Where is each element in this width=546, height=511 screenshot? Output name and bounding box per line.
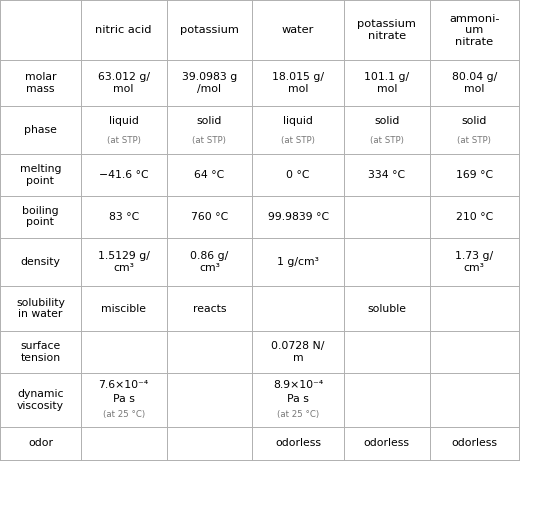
Text: 7.6×10⁻⁴: 7.6×10⁻⁴ (98, 380, 149, 390)
Text: nitric acid: nitric acid (96, 25, 152, 35)
Text: 18.015 g/
mol: 18.015 g/ mol (272, 73, 324, 94)
Text: ammoni-
um
nitrate: ammoni- um nitrate (449, 14, 500, 47)
Text: 99.9839 °C: 99.9839 °C (268, 212, 329, 222)
Text: odorless: odorless (364, 438, 410, 448)
Text: 83 °C: 83 °C (109, 212, 139, 222)
Text: (at 25 °C): (at 25 °C) (277, 410, 319, 419)
Text: surface
tension: surface tension (20, 341, 61, 363)
Text: liquid: liquid (283, 117, 313, 127)
Text: 64 °C: 64 °C (194, 170, 224, 180)
Text: liquid: liquid (109, 117, 139, 127)
Text: potassium: potassium (180, 25, 239, 35)
Text: (at STP): (at STP) (281, 136, 315, 145)
Text: 80.04 g/
mol: 80.04 g/ mol (452, 73, 497, 94)
Text: reacts: reacts (193, 304, 226, 314)
Text: phase: phase (24, 125, 57, 135)
Text: 1.5129 g/
cm³: 1.5129 g/ cm³ (98, 251, 150, 273)
Text: 0.0728 N/
m: 0.0728 N/ m (271, 341, 325, 363)
Text: odor: odor (28, 438, 53, 448)
Text: 0 °C: 0 °C (286, 170, 310, 180)
Text: odorless: odorless (275, 438, 321, 448)
Text: (at 25 °C): (at 25 °C) (103, 410, 145, 419)
Text: potassium
nitrate: potassium nitrate (358, 19, 416, 41)
Text: dynamic
viscosity: dynamic viscosity (17, 389, 64, 411)
Text: (at STP): (at STP) (370, 136, 404, 145)
Text: miscible: miscible (101, 304, 146, 314)
Text: solid: solid (197, 117, 222, 127)
Text: 169 °C: 169 °C (456, 170, 492, 180)
Text: density: density (20, 257, 61, 267)
Text: 760 °C: 760 °C (191, 212, 228, 222)
Text: 8.9×10⁻⁴: 8.9×10⁻⁴ (273, 380, 323, 390)
Text: (at STP): (at STP) (106, 136, 141, 145)
Text: 1.73 g/
cm³: 1.73 g/ cm³ (455, 251, 493, 273)
Text: 1 g/cm³: 1 g/cm³ (277, 257, 319, 267)
Text: molar
mass: molar mass (25, 73, 56, 94)
Text: 101.1 g/
mol: 101.1 g/ mol (364, 73, 410, 94)
Text: boiling
point: boiling point (22, 206, 59, 227)
Text: 39.0983 g
/mol: 39.0983 g /mol (182, 73, 237, 94)
Text: Pa s: Pa s (112, 394, 135, 404)
Text: 210 °C: 210 °C (455, 212, 493, 222)
Text: 0.86 g/
cm³: 0.86 g/ cm³ (190, 251, 229, 273)
Text: solid: solid (461, 117, 487, 127)
Text: melting
point: melting point (20, 164, 61, 185)
Text: solid: solid (374, 117, 400, 127)
Text: −41.6 °C: −41.6 °C (99, 170, 149, 180)
Text: odorless: odorless (451, 438, 497, 448)
Text: soluble: soluble (367, 304, 406, 314)
Text: Pa s: Pa s (287, 394, 309, 404)
Text: water: water (282, 25, 314, 35)
Text: (at STP): (at STP) (192, 136, 227, 145)
Text: 63.012 g/
mol: 63.012 g/ mol (98, 73, 150, 94)
Text: solubility
in water: solubility in water (16, 298, 65, 319)
Text: (at STP): (at STP) (457, 136, 491, 145)
Text: 334 °C: 334 °C (369, 170, 405, 180)
